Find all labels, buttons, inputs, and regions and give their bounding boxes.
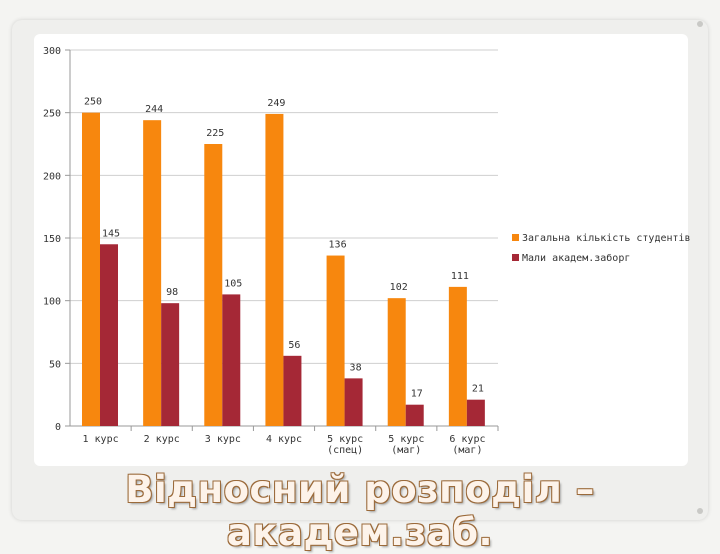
data-label: 21 [472,384,484,395]
legend-swatch [512,234,519,241]
y-tick-label: 300 [43,46,61,57]
data-label: 56 [288,340,300,351]
bar-academic-debt [344,378,363,426]
x-tick-label: 4 курс [266,434,302,445]
data-label: 136 [329,240,347,251]
data-label: 244 [145,104,163,115]
data-label: 105 [224,278,242,289]
bar-academic-debt [100,244,118,426]
x-tick-label: (спец) [327,445,363,456]
data-label: 38 [350,362,362,373]
y-tick-label: 100 [43,297,61,308]
bar-academic-debt [161,303,180,426]
bar-academic-debt [466,399,485,426]
data-label: 102 [390,282,408,293]
x-tick-label: (маг) [391,445,421,456]
x-tick-label: 5 курс [327,434,363,445]
y-tick-label: 150 [43,234,61,245]
y-tick-label: 200 [43,171,61,182]
legend-label: Мали академ.заборг [522,252,630,264]
decor-dot-right [697,508,703,514]
bar-academic-debt [283,355,302,426]
slide-title: Відносний розподіл – академ.заб. [125,468,595,554]
bar-total-students [448,286,467,426]
x-tick-label: 5 курс [388,434,424,445]
legend-swatch [512,254,519,261]
data-label: 98 [166,287,178,298]
x-tick-label: 1 курс [83,434,119,445]
bar-total-students [265,113,284,427]
x-tick-label: 6 курс [449,434,485,445]
data-label: 225 [206,128,224,139]
x-tick-label: (маг) [452,445,482,456]
data-label: 145 [102,228,120,239]
bar-total-students [204,144,223,426]
data-label: 249 [267,98,285,109]
data-label: 250 [84,97,102,108]
y-tick-label: 50 [49,359,61,370]
bar-total-students [143,120,162,426]
data-label: 17 [411,389,423,400]
bar-total-students [82,112,100,427]
bar-academic-debt [405,404,424,426]
y-tick-label: 250 [43,109,61,120]
data-label: 111 [451,271,469,282]
bar-total-students [326,255,345,426]
bar-chart: 0 50 100 150 200 250 300 1 курс 250 145 2 курс 244 9… [43,46,691,456]
x-tick-label: 3 курс [205,434,241,445]
x-tick-label: 2 курс [144,434,180,445]
y-tick-label: 0 [55,422,61,433]
bar-total-students [387,298,406,426]
decor-dot-top [697,21,703,27]
legend-label: Загальна кількість студентів [522,232,691,244]
bar-academic-debt [222,294,241,426]
